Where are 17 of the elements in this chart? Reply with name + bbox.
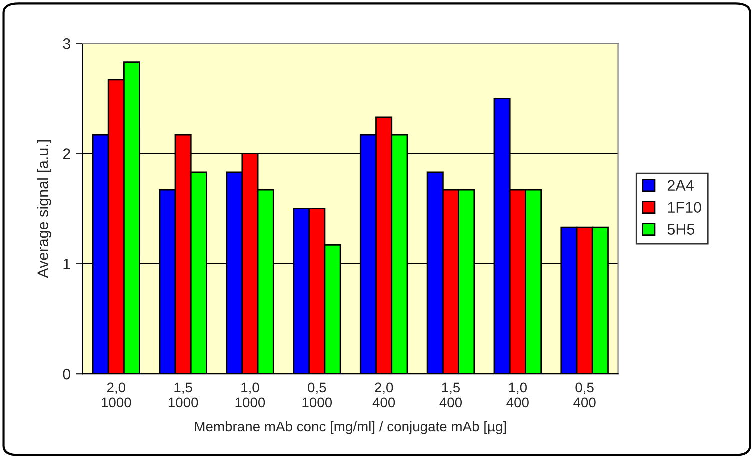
y-tick-label: 2 [63, 148, 70, 160]
x-tick-label: 1,5 400 [440, 382, 462, 408]
y-tick-label: 0 [63, 368, 71, 380]
x-tick-label: 2,0 400 [372, 382, 396, 408]
x-tick-label: 0,5 400 [574, 382, 596, 408]
legend-label: 2A4 [668, 180, 694, 191]
legend-label: 5H5 [668, 224, 695, 235]
y-tick-label: 3 [63, 38, 70, 50]
x-tick-label: 2,0 1000 [102, 382, 132, 408]
legend-label: 1F10 [668, 202, 702, 213]
x-axis-title: Membrane mAb conc [mg/ml] / conjugate mAb [µg] [195, 421, 506, 434]
y-tick-label: 1 [64, 258, 70, 270]
x-tick-label: 1,0 400 [506, 382, 529, 408]
x-tick-label: 1,5 1000 [168, 382, 198, 408]
y-axis-title: Average signal [a.u.] [37, 140, 52, 278]
x-tick-label: 1,0 1000 [236, 382, 266, 408]
x-tick-label: 0,5 1000 [302, 382, 332, 408]
